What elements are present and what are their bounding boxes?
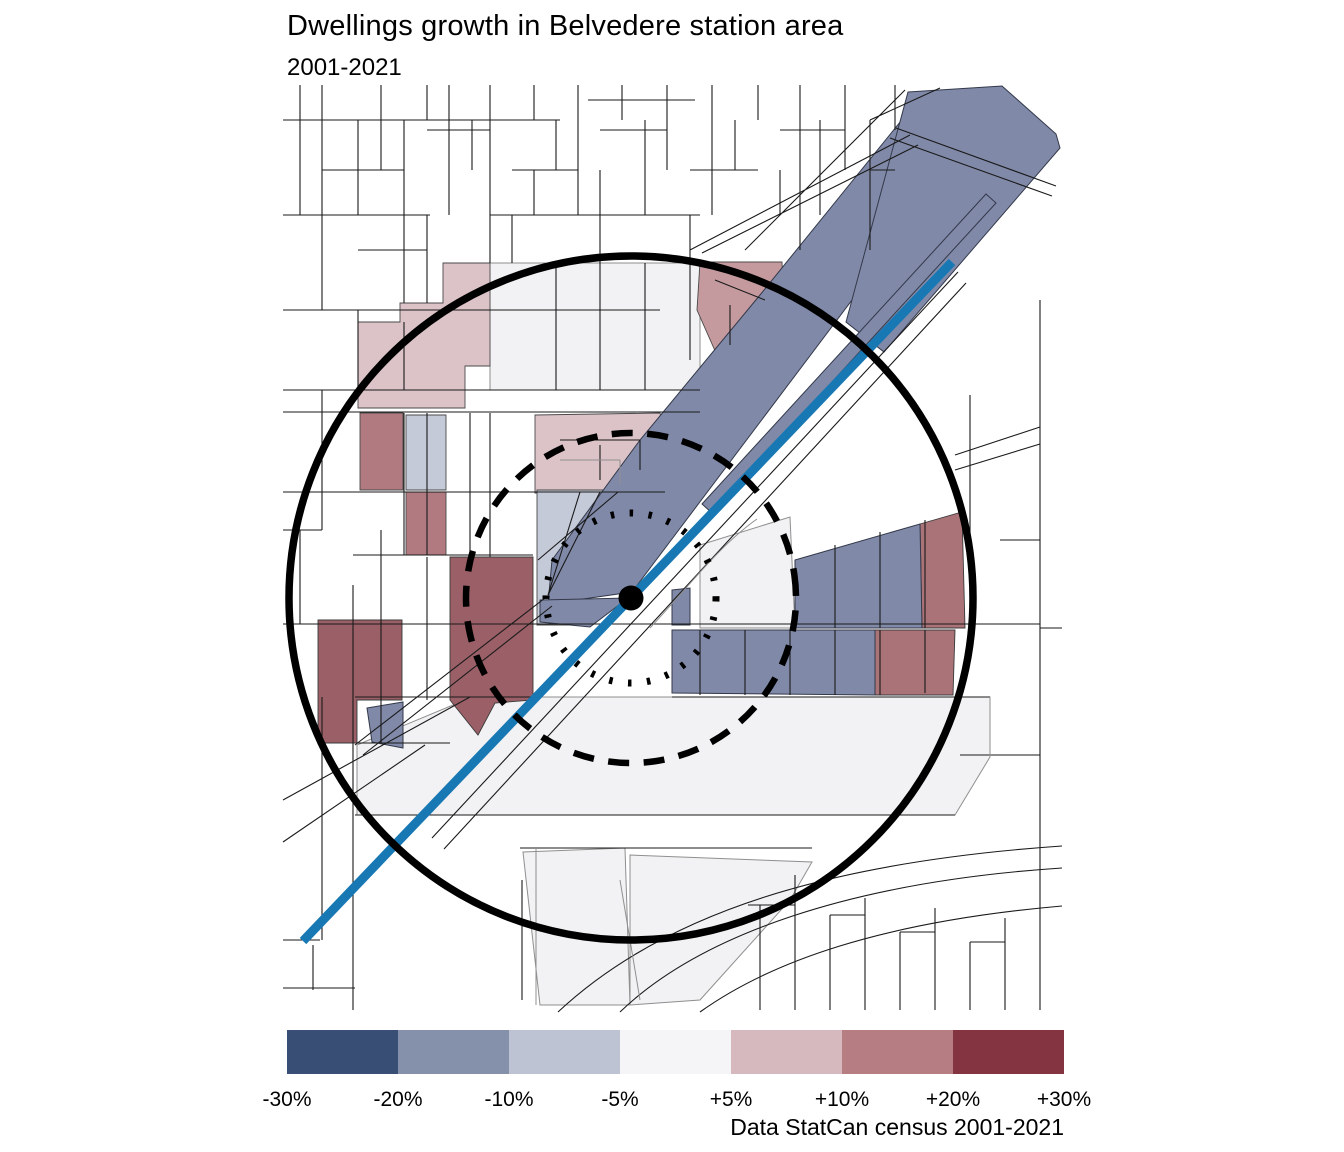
station-point [618,585,644,611]
census-block-polygon [359,412,404,491]
legend-tick-label: -20% [373,1088,423,1111]
census-block-polygon [874,629,956,696]
census-block-polygon [405,491,447,556]
street-grid-northwest [283,85,896,624]
outer-buffer-ring [285,252,977,944]
census-block-polygon [794,523,923,629]
street-grid-southeast [557,845,1063,1013]
legend-swatch [731,1030,842,1074]
middle-buffer-ring [462,429,800,767]
census-block-polygon [919,511,966,629]
census-block-polygon [539,597,630,628]
legend-color-bar [287,1030,1064,1074]
census-block-polygon [357,262,491,409]
map-subtitle: 2001-2021 [287,54,402,81]
map-title: Dwellings growth in Belvedere station ar… [287,10,844,42]
census-block-polygon [405,414,447,491]
legend-tick-label: +30% [1036,1088,1092,1111]
legend-swatch [509,1030,620,1074]
legend-swatch [287,1030,398,1074]
legend-swatch [398,1030,509,1074]
street-diagonals [282,87,1057,850]
legend-tick-label: +5% [709,1088,753,1111]
street-grid-east [699,300,1062,1010]
legend-tick-labels: -30% -20% -10% -5% +5% +10% +20% +30% [262,1088,1091,1114]
census-blocks [317,85,1061,1006]
legend-swatch [620,1030,731,1074]
census-block-polygon [449,556,534,736]
legend-tick-label: -5% [601,1088,639,1111]
census-block-polygon [366,701,404,749]
census-block-polygon [547,115,951,605]
data-source-caption: Data StatCan census 2001-2021 [730,1114,1064,1140]
census-block-polygon [356,696,991,816]
legend-swatch [953,1030,1064,1074]
inner-buffer-ring [542,509,720,687]
street-network [282,85,1063,1013]
legend-tick-label: -30% [262,1088,312,1111]
census-block-polygon [671,629,876,696]
census-block-polygon [489,262,701,391]
legend-tick-label: +20% [925,1088,981,1111]
legend-tick-label: +10% [814,1088,870,1111]
census-block-polygon [845,85,1061,353]
legend-swatch [842,1030,953,1074]
legend: -30% -20% -10% -5% +5% +10% +20% +30% [262,1030,1091,1114]
legend-tick-label: -10% [484,1088,534,1111]
buffer-rings [285,252,977,944]
